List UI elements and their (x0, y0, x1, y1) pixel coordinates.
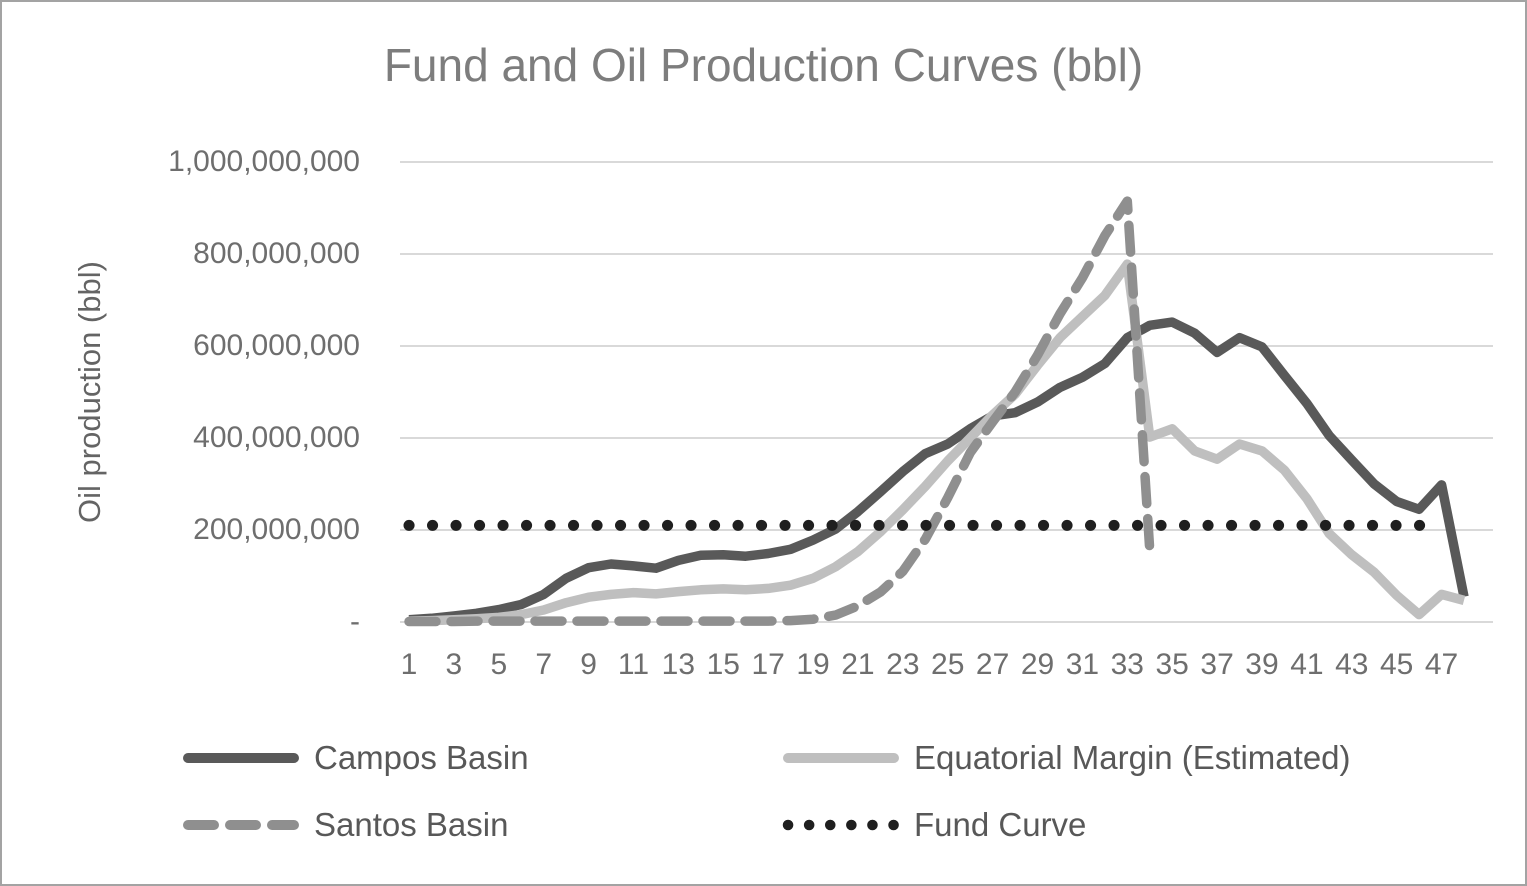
x-tick-label: 41 (1290, 648, 1324, 681)
legend-label: Fund Curve (914, 806, 1087, 843)
legend-item-campos-basin: Campos Basin (182, 738, 529, 778)
legend-swatch-solid-line (183, 753, 299, 763)
x-tick-label: 45 (1379, 648, 1414, 681)
y-tick-label: 1,000,000,000 (168, 145, 360, 178)
x-tick-label: 21 (841, 648, 875, 681)
x-tick-label: 9 (580, 648, 597, 681)
series-line-equatorial-margin-estimated (408, 259, 1466, 626)
x-tick-label: 7 (535, 648, 553, 681)
x-tick-label: 19 (796, 648, 830, 681)
legend-swatch-solid-line (783, 753, 899, 763)
legend-item-equatorial-margin-estimated: Equatorial Margin (Estimated) (782, 738, 1351, 778)
x-tick-label: 3 (445, 648, 463, 681)
legend-label: Equatorial Margin (Estimated) (914, 739, 1351, 776)
chart-title: Fund and Oil Production Curves (bbl) (383, 39, 1144, 91)
x-tick-label: 35 (1155, 648, 1189, 681)
legend-label: Campos Basin (314, 739, 529, 776)
legend-label: Santos Basin (314, 806, 509, 843)
x-tick-label: 25 (931, 648, 965, 681)
x-tick-label: 13 (661, 648, 696, 681)
x-tick-label: 15 (706, 648, 740, 681)
x-tick-label: 23 (886, 648, 920, 681)
y-tick-label: 800,000,000 (193, 237, 360, 270)
x-tick-label: 11 (617, 648, 650, 681)
legend-item-fund-curve: Fund Curve (782, 805, 1086, 845)
y-tick-label: 400,000,000 (193, 421, 360, 454)
x-tick-label: 27 (975, 648, 1010, 681)
series-line-campos-basin (408, 317, 1469, 625)
legend-item-santos-basin: Santos Basin (182, 805, 508, 845)
legend-swatch-dotted-line (782, 819, 900, 831)
x-tick-label: 17 (751, 648, 785, 681)
x-tick-label: 1 (400, 648, 418, 681)
y-tick-label: 600,000,000 (193, 329, 360, 362)
x-tick-label: 47 (1424, 648, 1459, 681)
y-tick-label: 200,000,000 (193, 513, 360, 546)
x-tick-label: 37 (1200, 648, 1234, 681)
series-line-santos-basin (404, 196, 1155, 627)
x-tick-label: 5 (490, 648, 508, 681)
x-tick-label: 39 (1245, 648, 1279, 681)
x-tick-label: 43 (1335, 648, 1369, 681)
x-tick-label: 31 (1065, 648, 1100, 681)
y-axis-title: Oil production (bbl) (72, 261, 107, 523)
x-tick-label: 29 (1020, 648, 1055, 681)
x-tick-label: 33 (1110, 648, 1144, 681)
y-tick-label: - (350, 605, 360, 638)
legend-swatch-dashed-line (183, 820, 299, 830)
